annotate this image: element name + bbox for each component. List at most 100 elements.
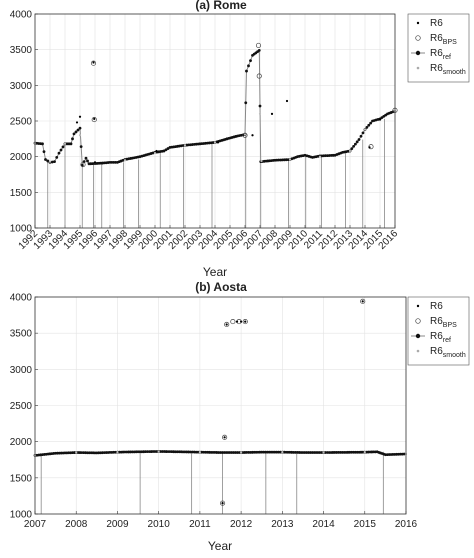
ref-point bbox=[365, 126, 369, 129]
smooth-point bbox=[116, 451, 119, 454]
legend-label-main: R6 bbox=[430, 316, 443, 327]
smooth-point bbox=[260, 159, 263, 163]
legend-marker-circle bbox=[415, 35, 421, 41]
ref-point bbox=[244, 101, 248, 105]
x-tick-label: 2012 bbox=[230, 519, 253, 530]
smooth-point bbox=[75, 451, 78, 454]
bps-point bbox=[360, 298, 366, 304]
legend-label: R6 bbox=[430, 18, 443, 29]
ref-point bbox=[46, 159, 50, 163]
ref-point bbox=[361, 131, 365, 135]
smooth-point bbox=[157, 450, 160, 453]
smooth-point bbox=[153, 152, 157, 155]
x-axis-label: Year bbox=[203, 265, 227, 279]
legend-label-main: R6 bbox=[430, 331, 443, 342]
legend-label: R6smooth bbox=[430, 63, 466, 76]
ref-point bbox=[249, 59, 252, 63]
ref-point bbox=[44, 158, 47, 161]
r6-point bbox=[225, 323, 228, 326]
r6-point bbox=[155, 149, 158, 153]
x-tick-label: 2008 bbox=[65, 519, 88, 530]
x-axis-label: Year bbox=[208, 539, 232, 553]
bps-point bbox=[220, 500, 226, 506]
ref-point bbox=[354, 142, 357, 146]
ref-point bbox=[352, 144, 355, 148]
r6-point bbox=[244, 320, 247, 323]
ref-point bbox=[74, 130, 78, 134]
legend-label-sub: ref bbox=[443, 337, 451, 344]
bps-point bbox=[255, 42, 262, 48]
r6-point bbox=[216, 141, 220, 144]
legend-label-main: R6 bbox=[430, 48, 443, 59]
x-tick-labels: 2007 2008 2009 2010 2011 2012 2013 2014 2015 2016 bbox=[24, 519, 418, 530]
ref-point bbox=[402, 452, 406, 456]
r6-point bbox=[378, 118, 382, 121]
ref-point bbox=[65, 142, 69, 146]
smooth-point bbox=[322, 451, 325, 454]
ref-point bbox=[369, 121, 373, 125]
legend-label-main: R6 bbox=[430, 18, 443, 29]
y-tick-labels: 1000 1500 2000 2500 3000 3500 4000 bbox=[10, 10, 33, 235]
ref-point bbox=[42, 150, 46, 154]
ref-point bbox=[247, 64, 250, 68]
bps-point bbox=[90, 60, 97, 66]
x-tick-label: 2015 bbox=[354, 519, 377, 530]
legend-box bbox=[407, 13, 470, 83]
legend-label: R6smooth bbox=[430, 346, 466, 359]
legend-marker-smooth bbox=[416, 66, 420, 70]
ref-point bbox=[69, 142, 73, 146]
panel-aosta: (b) Aosta 1000 1500 2000 2500 3000 3500 4000 2… bbox=[10, 280, 470, 553]
legend-label-sub: smooth bbox=[443, 69, 466, 76]
legend-marker-filled bbox=[415, 50, 421, 56]
bps-point bbox=[80, 161, 86, 168]
legend-marker-dot bbox=[416, 21, 420, 25]
x-tick-label: 2014 bbox=[312, 519, 335, 530]
y-tick-label: 2500 bbox=[10, 117, 33, 128]
y-tick-label: 1000 bbox=[10, 224, 33, 235]
data-layer bbox=[33, 298, 408, 514]
ref-point bbox=[245, 69, 248, 73]
legend-label: R6ref bbox=[430, 48, 451, 61]
ref-point bbox=[350, 147, 354, 151]
x-tick-label: 2011 bbox=[189, 519, 211, 530]
smooth-point bbox=[318, 155, 322, 158]
ref-point bbox=[359, 134, 363, 138]
r6-point bbox=[92, 61, 95, 64]
legend-label-main: R6 bbox=[430, 301, 443, 312]
y-tick-label: 3500 bbox=[10, 329, 33, 340]
smooth-point bbox=[363, 451, 366, 454]
ref-point bbox=[86, 159, 89, 163]
ref-point bbox=[84, 156, 88, 160]
ref-point bbox=[78, 126, 82, 130]
ref-point bbox=[61, 145, 65, 149]
smooth-point bbox=[198, 451, 201, 454]
r6-point bbox=[270, 112, 274, 115]
plot-frame bbox=[34, 13, 396, 229]
ref-point bbox=[71, 137, 74, 141]
legend-label-sub: BPS bbox=[443, 322, 457, 329]
legend-label: R6ref bbox=[430, 331, 451, 344]
ref-point bbox=[41, 142, 44, 146]
y-tick-label: 1500 bbox=[10, 473, 33, 484]
y-tick-label: 3000 bbox=[10, 365, 33, 376]
r6-point bbox=[240, 320, 243, 323]
x-tick-label: 2007 bbox=[24, 519, 47, 530]
ref-point bbox=[57, 151, 61, 155]
legend-marker-circle bbox=[415, 318, 421, 324]
bps-point bbox=[242, 132, 248, 138]
legend-box bbox=[407, 296, 470, 366]
ref-point bbox=[72, 132, 76, 136]
smooth-point bbox=[63, 142, 67, 145]
y-tick-label: 3000 bbox=[10, 81, 33, 92]
r6-point bbox=[75, 121, 79, 124]
y-tick-label: 2000 bbox=[10, 437, 33, 448]
ref-point bbox=[76, 128, 80, 132]
ref-point bbox=[258, 104, 262, 108]
ref-point bbox=[59, 148, 63, 152]
r6-point bbox=[251, 134, 254, 137]
legend-label: R6BPS bbox=[430, 316, 457, 329]
panel-rome: (a) Rome 1000 1500 2000 2500 3000 3500 4000 19… bbox=[10, 0, 470, 279]
chart-title: (a) Rome bbox=[195, 0, 247, 12]
